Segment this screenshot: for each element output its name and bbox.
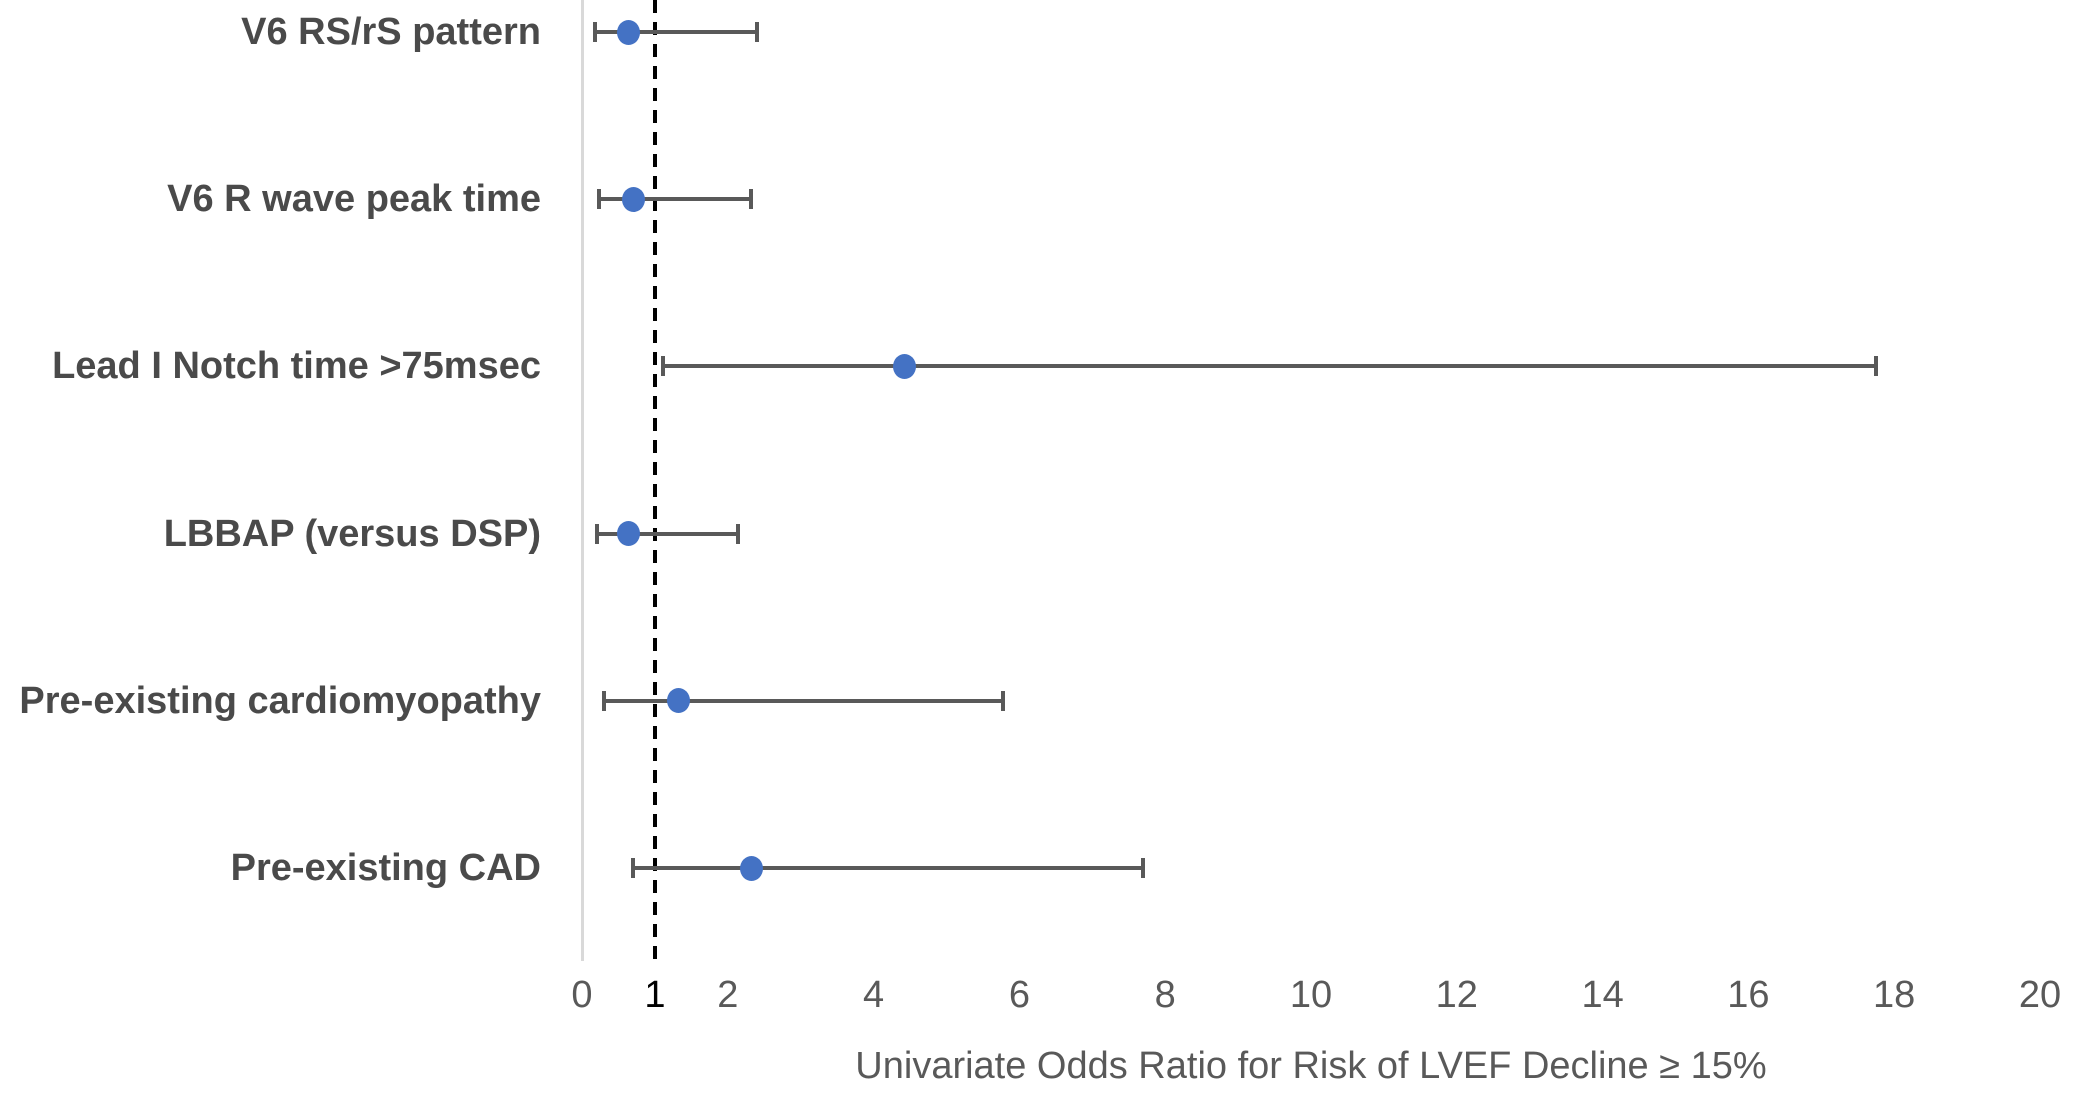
x-tick-label-20: 20 xyxy=(2018,974,2062,1016)
x-tick-label-6: 6 xyxy=(1008,974,1030,1016)
odds-ratio-marker-4 xyxy=(617,521,641,547)
x-tick-label-8: 8 xyxy=(1154,974,1176,1016)
category-label-6: Pre-existing CAD xyxy=(230,847,541,889)
x-tick-label-12: 12 xyxy=(1435,974,1478,1016)
category-label-4: LBBAP (versus DSP) xyxy=(163,512,541,555)
odds-ratio-marker-2 xyxy=(621,186,645,212)
odds-ratio-marker-1 xyxy=(617,19,641,45)
x-tick-label-4: 4 xyxy=(863,974,885,1016)
ci-whisker-2 xyxy=(598,197,752,202)
ci-whisker-6 xyxy=(633,866,1144,870)
ci-lower-cap-6 xyxy=(631,858,636,878)
x-tick-label-10: 10 xyxy=(1289,974,1333,1016)
odds-ratio-marker-5 xyxy=(666,688,690,714)
ci-upper-cap-6 xyxy=(1141,858,1146,878)
x-tick-label-14: 14 xyxy=(1581,974,1624,1016)
category-label-3: Lead I Notch time >75msec xyxy=(52,345,541,388)
ci-lower-cap-4 xyxy=(595,523,600,544)
category-label-2: V6 R wave peak time xyxy=(167,178,541,221)
x-axis-title: Univariate Odds Ratio for Risk of LVEF D… xyxy=(855,1045,1767,1087)
ci-upper-cap-1 xyxy=(754,22,759,42)
ci-upper-cap-5 xyxy=(1000,690,1005,711)
ci-upper-cap-2 xyxy=(749,189,754,210)
category-label-1: V6 RS/rS pattern xyxy=(241,11,541,53)
ci-lower-cap-5 xyxy=(601,690,606,711)
category-label-5: Pre-existing cardiomyopathy xyxy=(19,679,541,722)
odds-ratio-marker-6 xyxy=(740,855,764,881)
x-tick-label-18: 18 xyxy=(1873,974,1916,1016)
x-tick-label-0: 0 xyxy=(571,974,593,1016)
y-axis-line xyxy=(580,0,584,961)
ci-whisker-4 xyxy=(597,531,738,536)
reference-line-or-1 xyxy=(652,0,657,963)
x-tick-label-16: 16 xyxy=(1727,974,1770,1016)
ci-whisker-1 xyxy=(595,30,757,34)
ci-whisker-5 xyxy=(603,698,1003,703)
odds-ratio-marker-3 xyxy=(893,353,917,379)
x-tick-label-1: 1 xyxy=(644,974,666,1016)
ci-lower-cap-3 xyxy=(660,356,665,377)
ci-lower-cap-1 xyxy=(593,22,598,42)
ci-upper-cap-3 xyxy=(1873,356,1878,377)
ci-lower-cap-2 xyxy=(596,189,601,210)
x-tick-label-2: 2 xyxy=(717,974,739,1016)
ci-whisker-3 xyxy=(662,364,1876,369)
ci-upper-cap-4 xyxy=(736,523,740,544)
